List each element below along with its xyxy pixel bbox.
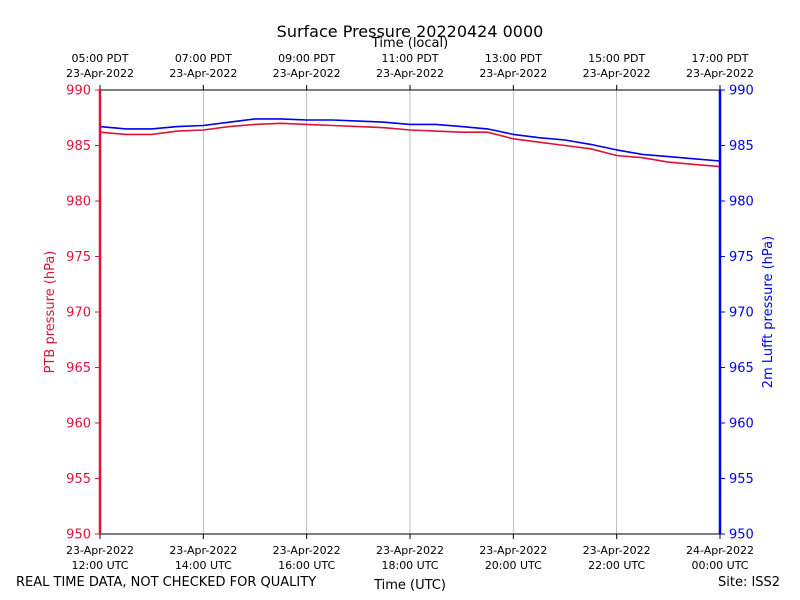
x-axis-label: Time (UTC)	[373, 578, 446, 593]
y-tick-label-right: 965	[729, 361, 754, 376]
y-tick-label-left: 990	[66, 84, 91, 99]
series-line-ptb	[99, 122, 721, 168]
y-tick-label-left: 970	[66, 306, 91, 321]
quality-note: REAL TIME DATA, NOT CHECKED FOR QUALITY	[16, 575, 317, 590]
x-tick-label-utc-time: 18:00 UTC	[381, 559, 438, 572]
x-tick-label-utc-date: 23-Apr-2022	[273, 544, 341, 557]
x-tick-label-utc-date: 23-Apr-2022	[479, 544, 547, 557]
y-tick-label-right: 975	[729, 250, 754, 265]
y-tick-label-left: 965	[66, 361, 91, 376]
y-axis-label-right: 2m Lufft pressure (hPa)	[761, 236, 776, 388]
x-tick-label-local-date: 23-Apr-2022	[479, 67, 547, 80]
tick-labels: 950 950 955 955 960 960 965 965 970 970 975 975 980 9…	[66, 52, 754, 572]
y-tick-label-right: 970	[729, 306, 754, 321]
site-label: Site: ISS2	[718, 575, 781, 590]
x-tick-label-local-time: 15:00 PDT	[588, 52, 645, 65]
series-line-lufft	[99, 118, 721, 162]
x-tick-label-utc-date: 23-Apr-2022	[66, 544, 134, 557]
x-tick-label-utc-date: 23-Apr-2022	[376, 544, 444, 557]
x-tick-label-local-date: 23-Apr-2022	[686, 67, 754, 80]
x-tick-label-local-time: 13:00 PDT	[485, 52, 542, 65]
y-tick-label-left: 960	[66, 417, 91, 432]
grid-lines	[202, 90, 618, 534]
x-tick-label-local-time: 05:00 PDT	[71, 52, 128, 65]
y-tick-label-right: 985	[729, 139, 754, 154]
y-tick-label-right: 990	[729, 84, 754, 99]
y-tick-label-right: 950	[729, 528, 754, 543]
x-tick-label-utc-date: 24-Apr-2022	[686, 544, 754, 557]
x-tick-label-local-date: 23-Apr-2022	[273, 67, 341, 80]
x-tick-label-utc-time: 20:00 UTC	[485, 559, 542, 572]
x-tick-label-utc-date: 23-Apr-2022	[583, 544, 651, 557]
y-tick-label-left: 980	[66, 195, 91, 210]
x-tick-label-local-time: 09:00 PDT	[278, 52, 335, 65]
y-tick-label-right: 980	[729, 195, 754, 210]
series-lines	[99, 118, 721, 168]
y-tick-label-left: 975	[66, 250, 91, 265]
y-axis-label-left: PTB pressure (hPa)	[43, 251, 58, 374]
x-tick-label-utc-time: 14:00 UTC	[175, 559, 232, 572]
x-tick-label-utc-time: 22:00 UTC	[588, 559, 645, 572]
top-axis-label: Time (local)	[371, 36, 448, 51]
chart-title: Surface Pressure 20220424 0000	[277, 22, 544, 41]
x-tick-label-local-date: 23-Apr-2022	[376, 67, 444, 80]
x-tick-label-local-date: 23-Apr-2022	[66, 67, 134, 80]
x-tick-label-utc-time: 12:00 UTC	[71, 559, 128, 572]
x-tick-label-local-time: 11:00 PDT	[381, 52, 438, 65]
y-tick-label-right: 960	[729, 417, 754, 432]
y-tick-label-left: 950	[66, 528, 91, 543]
x-tick-label-local-date: 23-Apr-2022	[169, 67, 237, 80]
x-tick-label-local-date: 23-Apr-2022	[583, 67, 651, 80]
x-tick-label-utc-time: 16:00 UTC	[278, 559, 335, 572]
x-tick-label-utc-time: 00:00 UTC	[691, 559, 748, 572]
x-tick-label-local-time: 07:00 PDT	[175, 52, 232, 65]
y-tick-label-left: 955	[66, 472, 91, 487]
y-tick-label-right: 955	[729, 472, 754, 487]
x-tick-label-local-time: 17:00 PDT	[691, 52, 748, 65]
y-tick-label-left: 985	[66, 139, 91, 154]
x-tick-label-utc-date: 23-Apr-2022	[169, 544, 237, 557]
